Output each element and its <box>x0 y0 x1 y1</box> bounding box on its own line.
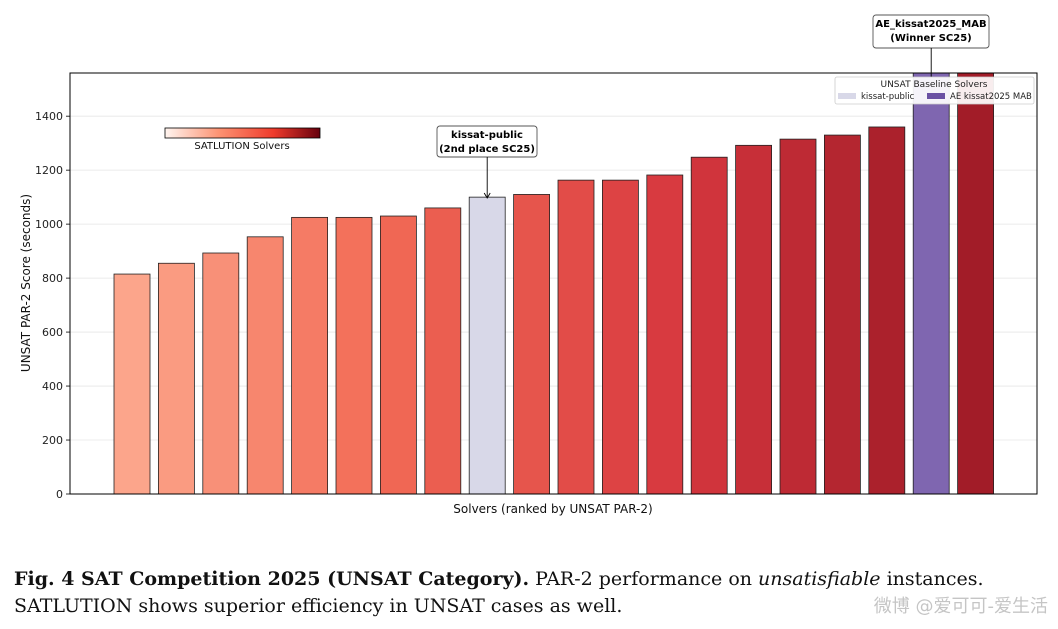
y-tick-label: 0 <box>56 488 63 501</box>
bar-4 <box>246 236 284 495</box>
legend-box <box>834 76 1035 105</box>
annotation-title: kissat-public <box>451 130 523 141</box>
y-tick-label: 600 <box>42 326 63 339</box>
figure-caption: Fig. 4 SAT Competition 2025 (UNSAT Categ… <box>14 566 1048 620</box>
colorbar: SATLUTION Solvers <box>164 127 321 152</box>
y-tick-label: 1400 <box>35 110 63 123</box>
caption-label: Fig. 4 SAT Competition 2025 (UNSAT Categ… <box>14 568 530 590</box>
legend-swatch-ae <box>927 93 945 99</box>
bar-16 <box>779 138 817 495</box>
bar-9 <box>468 196 506 495</box>
bar-13 <box>646 174 684 495</box>
caption-text-b: instances. SATLUTION shows superior effi… <box>14 568 984 617</box>
y-tick-label: 1000 <box>35 218 63 231</box>
bar-18 <box>868 126 906 495</box>
y-tick-label: 800 <box>42 272 63 285</box>
legend-swatch-kissat <box>838 93 856 99</box>
y-axis-label: UNSAT PAR-2 Score (seconds) <box>19 194 33 372</box>
y-tick-label: 1200 <box>35 164 63 177</box>
bar-2 <box>157 262 195 495</box>
annotation-subtitle: (2nd place SC25) <box>439 144 535 155</box>
caption-emphasis: unsatisfiable <box>758 568 881 590</box>
colorbar-gradient <box>164 127 321 139</box>
bar-3 <box>202 252 240 495</box>
chart: 0 200 400 600 800 1000 1200 1400 Solvers (ranke… <box>19 14 1038 516</box>
caption-text-a: PAR-2 performance on <box>529 568 759 590</box>
annotation-subtitle: (Winner SC25) <box>890 33 972 44</box>
arrow-head <box>483 192 491 199</box>
x-axis-label: Solvers (ranked by UNSAT PAR-2) <box>453 502 652 516</box>
legend-label-ae: AE kissat2025 MAB <box>950 92 1032 102</box>
bar-15 <box>735 144 772 495</box>
legend: UNSAT Baseline Solvers kissat-public AE … <box>834 76 1035 105</box>
bar-10 <box>513 194 550 495</box>
bar-20 <box>957 72 994 495</box>
bar-8 <box>424 207 462 495</box>
y-axis-ticks: 0 200 400 600 800 1000 1200 1400 <box>35 110 70 501</box>
watermark: 微博 @爱可可-爱生活 <box>873 596 1048 617</box>
bar-12 <box>602 179 639 495</box>
bar-14 <box>690 156 728 495</box>
legend-title: UNSAT Baseline Solvers <box>880 80 987 90</box>
bar-5 <box>291 216 329 495</box>
bars <box>113 72 994 495</box>
plot-frame <box>69 72 1038 495</box>
bar-17 <box>824 134 861 495</box>
bar-6 <box>335 216 373 495</box>
annotation-title: AE_kissat2025_MAB <box>875 19 986 30</box>
bar-7 <box>379 215 417 495</box>
annotations: kissat-public (2nd place SC25) AE_kissat20… <box>436 14 990 199</box>
y-tick-label: 400 <box>42 380 63 393</box>
legend-label-kissat: kissat-public <box>861 92 915 102</box>
bar-1 <box>113 273 151 495</box>
colorbar-label: SATLUTION Solvers <box>194 141 289 152</box>
bar-11 <box>557 179 595 495</box>
y-tick-label: 200 <box>42 434 63 447</box>
bar-19 <box>912 72 950 495</box>
